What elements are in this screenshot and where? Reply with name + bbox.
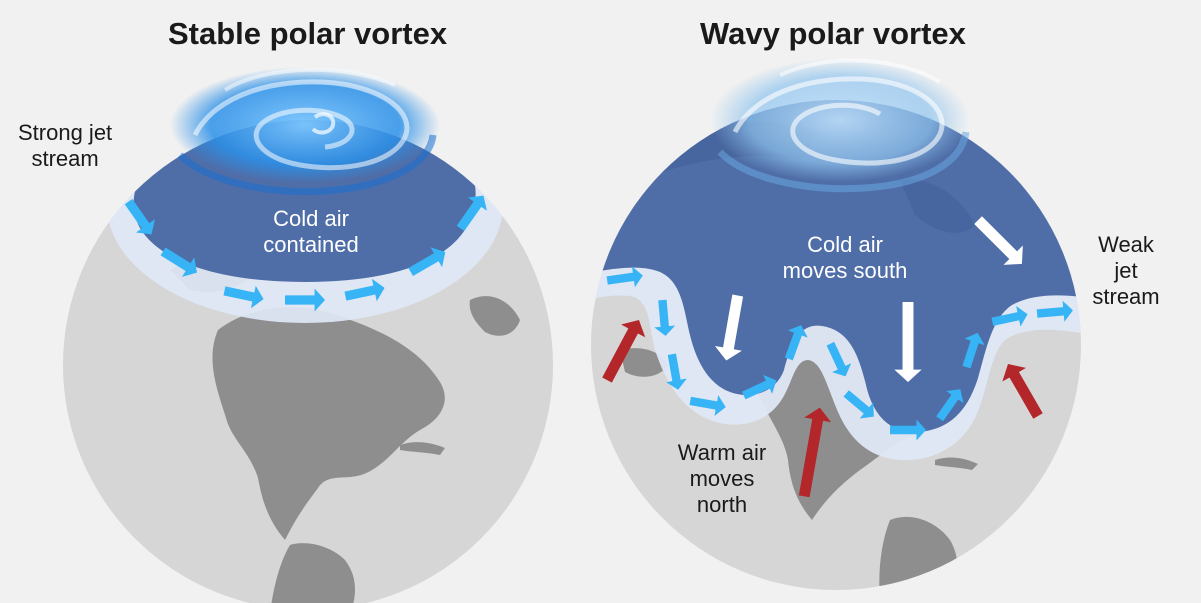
jet-stream-arrow-icon: [890, 419, 926, 441]
jet-arrows-right: [606, 266, 1073, 441]
cold-air-arrow-icon: [714, 294, 744, 361]
jet-stream-arrow-icon: [962, 332, 985, 369]
warm-air-arrow-icon: [602, 319, 646, 383]
cold-air-moves-south-label: Cold air moves south: [760, 232, 930, 284]
vortex-swirl-icon: [710, 58, 970, 193]
jet-stream-arrow-icon: [223, 285, 264, 309]
jet-stream-arrow-icon: [936, 389, 964, 422]
weak-jet-stream-line-2: jet: [1114, 257, 1138, 283]
cold-air-contained-line-2: contained: [263, 231, 359, 257]
cold-air-contained-label: Cold air contained: [246, 206, 376, 258]
jet-stream-arrow-icon: [666, 353, 687, 390]
strong-jet-stream-label: Strong jet stream: [18, 120, 112, 172]
weak-jet-stream-line-1: Weak: [1098, 232, 1154, 257]
jet-stream-arrow-icon: [456, 195, 487, 232]
cold-air-arrows: [714, 216, 1023, 382]
jet-stream-arrow-icon: [654, 299, 676, 336]
warm-air-moves-north-line-2: moves: [689, 465, 755, 491]
stable-panel-title: Stable polar vortex: [168, 16, 448, 51]
jet-stream-arrow-icon: [160, 247, 197, 277]
jet-stream-arrow-icon: [124, 198, 155, 235]
jet-stream-arrow-icon: [784, 325, 808, 361]
cold-air-arrow-icon: [974, 216, 1023, 265]
warm-air-moves-north-line-3: north: [696, 491, 748, 517]
vortex-swirl-icon: [170, 67, 440, 196]
strong-jet-stream-line-1: Strong jet: [18, 120, 113, 145]
jet-stream-arrow-icon: [408, 247, 446, 277]
jet-stream-arrow-icon: [285, 288, 325, 312]
wavy-panel-title: Wavy polar vortex: [700, 16, 966, 51]
weak-jet-stream-label: Weak jet stream: [1080, 232, 1172, 310]
jet-stream-arrow-icon: [1036, 300, 1073, 322]
warm-air-arrows: [602, 319, 1043, 498]
warm-air-arrow-icon: [798, 407, 832, 498]
cold-air-moves-south-line-2: moves south: [782, 257, 908, 283]
strong-jet-stream-line-2: stream: [31, 145, 99, 171]
weak-jet-stream-line-3: stream: [1092, 283, 1160, 309]
jet-stream-arrow-icon: [689, 395, 726, 416]
jet-arrows-left: [124, 195, 487, 312]
warm-air-moves-north-label: Warm air moves north: [666, 440, 778, 518]
jet-stream-arrow-icon: [991, 305, 1028, 327]
wavy-globe: [591, 58, 1081, 590]
stable-globe: [63, 67, 553, 603]
warm-air-arrow-icon: [1002, 364, 1043, 419]
jet-stream-arrow-icon: [826, 341, 852, 377]
cold-air-contained-line-1: Cold air: [273, 206, 349, 231]
jet-stream-arrow-icon: [741, 374, 777, 400]
warm-air-moves-north-line-1: Warm air: [677, 440, 767, 465]
jet-stream-arrow-icon: [344, 278, 385, 302]
cold-air-moves-south-line-1: Cold air: [807, 232, 883, 257]
jet-stream-arrow-icon: [606, 266, 643, 288]
cold-air-arrow-icon: [894, 302, 922, 382]
jet-stream-arrow-icon: [843, 390, 874, 419]
